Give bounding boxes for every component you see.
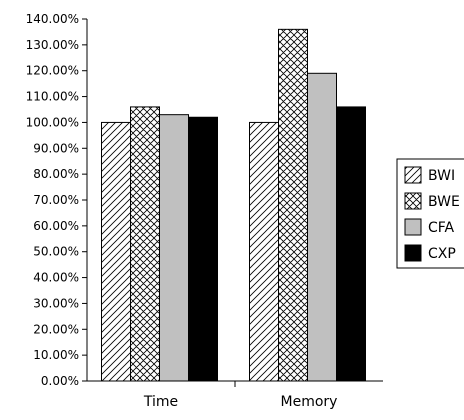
bar-cfa-time [159,114,189,382]
y-tick-label: 10.00% [33,348,79,362]
x-category-label: Memory [281,394,338,410]
y-tick-label: 60.00% [33,219,79,233]
y-tick-label: 120.00% [26,64,79,78]
bar-bwe-memory [278,28,308,382]
bars [101,28,366,382]
legend-swatch-bwe [404,192,422,210]
bar-cxp-time [188,116,218,382]
x-axis-labels: Time Memory [143,394,338,410]
y-tick-label: 20.00% [33,322,79,336]
legend-label-cfa: CFA [428,220,455,236]
y-tick-label: 30.00% [33,296,79,310]
y-tick-label: 70.00% [33,193,79,207]
legend-label-cxp: CXP [428,246,456,262]
y-tick-label: 130.00% [26,38,79,52]
axes [86,19,383,387]
bar-bwi-time [101,121,131,382]
y-axis-ticks: 0.00% 10.00% 20.00% 30.00% 40.00% 50.00% 60.00… [26,12,87,388]
y-tick-label: 80.00% [33,167,79,181]
y-tick-label: 90.00% [33,141,79,155]
y-tick-label: 110.00% [26,90,79,104]
legend-label-bwe: BWE [428,194,460,210]
y-tick-label: 140.00% [26,12,79,26]
y-tick-label: 100.00% [26,115,79,129]
legend-swatch-cxp [404,244,422,262]
bar-bwe-time [130,106,160,382]
legend-swatch-cfa [404,218,422,236]
bar-bwi-memory [249,121,279,382]
legend-label-bwi: BWI [428,168,455,184]
x-category-label: Time [143,394,178,410]
legend: BWI BWE CFA CXP [396,158,464,269]
y-tick-label: 50.00% [33,245,79,259]
bar-cfa-memory [307,72,337,382]
bar-cxp-memory [336,106,366,382]
y-tick-label: 40.00% [33,271,79,285]
y-tick-label: 0.00% [41,374,79,388]
legend-swatch-bwi [404,166,422,184]
